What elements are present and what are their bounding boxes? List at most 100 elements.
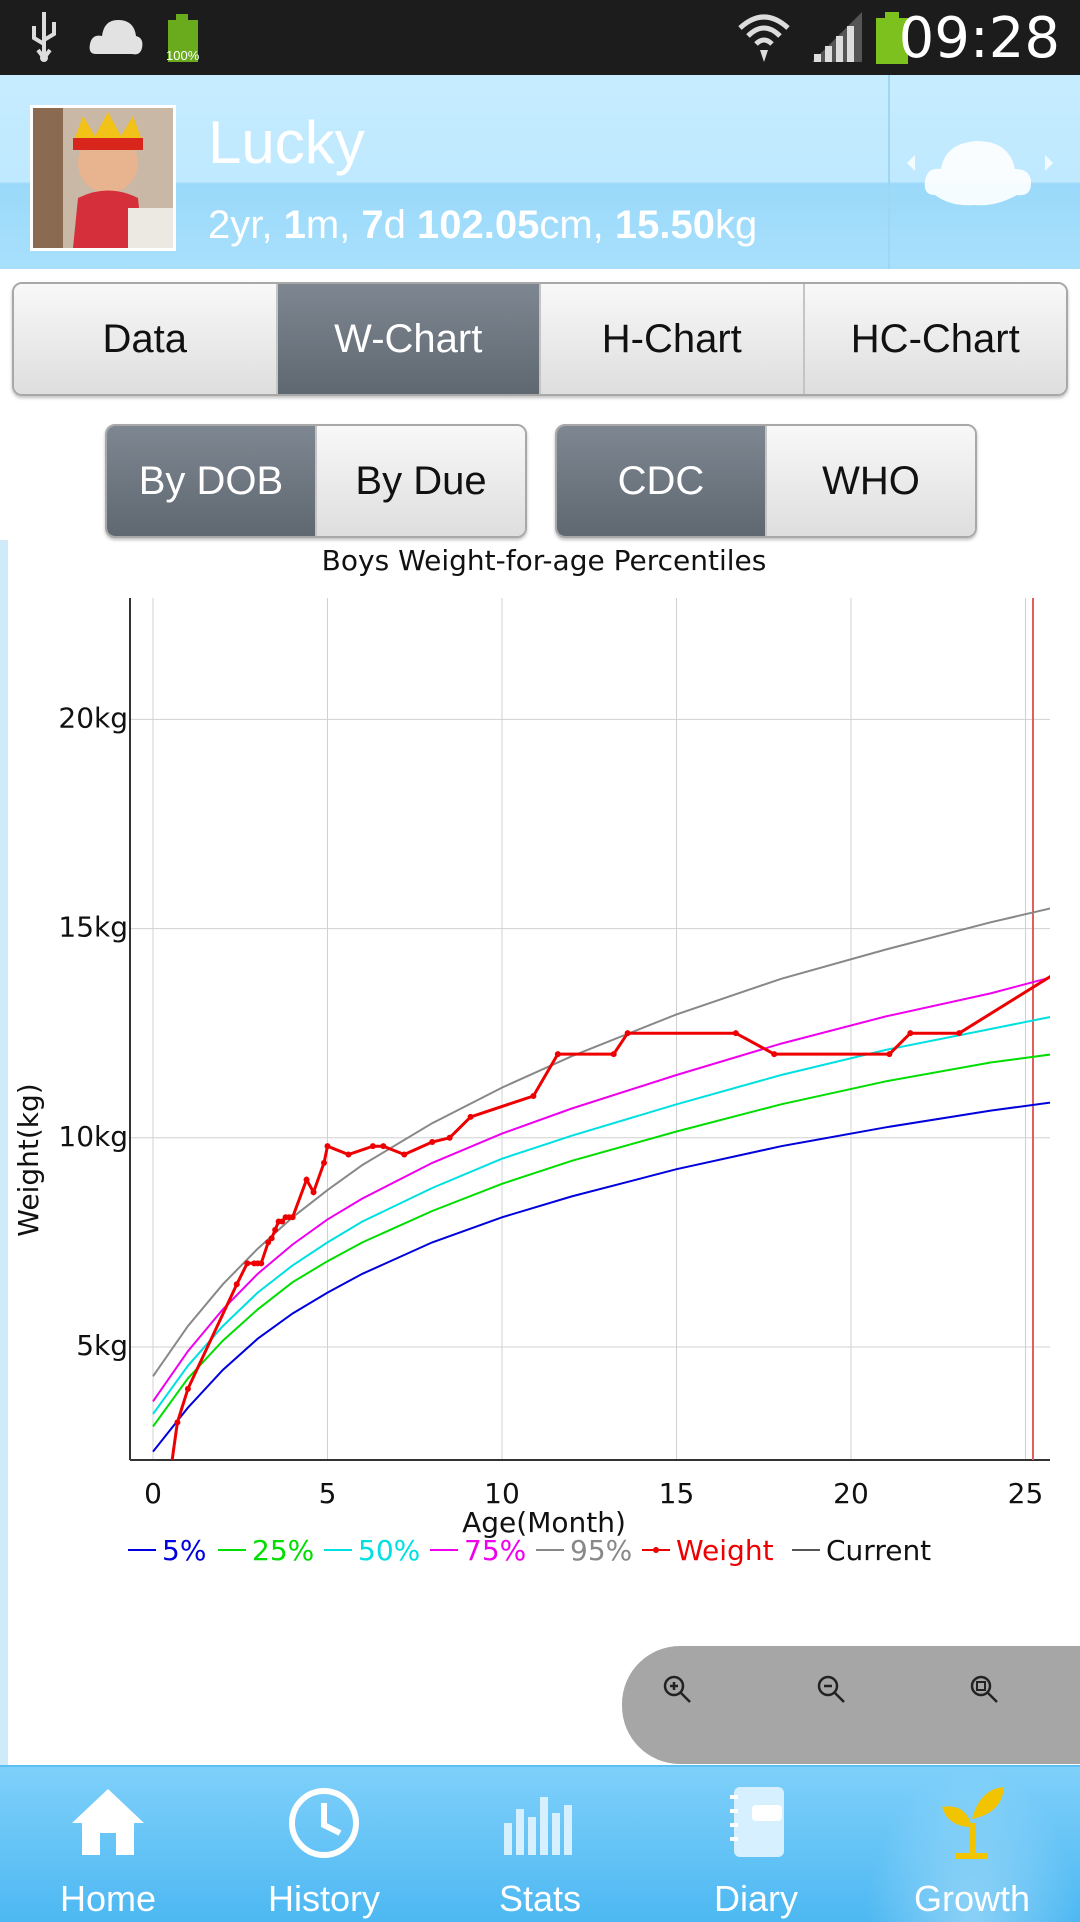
weight-point — [956, 1030, 963, 1037]
x-tick-label: 0 — [144, 1477, 162, 1510]
weight-point — [610, 1051, 617, 1058]
weight-point — [310, 1189, 317, 1196]
weight-point — [258, 1260, 265, 1267]
legend-label: 25% — [252, 1534, 314, 1567]
x-tick-label: 20 — [833, 1477, 869, 1510]
left-edge — [0, 540, 8, 1765]
svg-text:100%: 100% — [166, 48, 200, 63]
weight-point — [244, 1260, 251, 1267]
weight-point — [369, 1143, 376, 1150]
series-line — [152, 1016, 1050, 1415]
weight-point — [233, 1281, 240, 1288]
zoom-controls — [622, 1646, 1080, 1764]
signal-icon — [812, 12, 862, 62]
clock: 09:28 — [898, 6, 1060, 71]
weight-point — [554, 1051, 561, 1058]
cloud-notification-icon — [89, 20, 143, 55]
y-axis-label: Weight(kg) — [12, 1083, 45, 1236]
legend-item: Current — [792, 1534, 931, 1567]
weight-chart[interactable]: Boys Weight-for-age Percentiles 0 5 10 15 20… — [0, 540, 1080, 1760]
weight-point — [272, 1226, 279, 1233]
status-bar: 100% 09:28 — [0, 0, 1080, 75]
bars-icon — [504, 1797, 572, 1855]
chart-tabs: Data W-Chart H-Chart HC-Chart — [12, 282, 1068, 396]
series-line — [152, 1101, 1050, 1453]
standard-toggle: CDC WHO — [555, 424, 977, 538]
weight-point — [732, 1030, 739, 1037]
wifi-icon — [738, 14, 790, 62]
by-due-button[interactable]: By Due — [317, 426, 525, 536]
legend-item: 50% — [324, 1534, 420, 1567]
nav-growth[interactable]: Growth — [864, 1767, 1080, 1922]
zoom-in-icon[interactable] — [658, 1670, 698, 1710]
chart-title: Boys Weight-for-age Percentiles — [322, 544, 767, 577]
weight-point — [265, 1239, 272, 1246]
battery-icon — [876, 12, 908, 64]
profile-header: Lucky 2yr, 1m, 7d 102.05cm, 15.50kg — [0, 75, 1080, 269]
weight-point — [167, 1470, 173, 1476]
baby-switcher-icon[interactable] — [905, 115, 1055, 225]
header-divider — [888, 75, 890, 269]
weight-point — [1050, 972, 1056, 978]
weight-point — [303, 1176, 310, 1183]
weight-point — [467, 1113, 474, 1120]
weight-point — [771, 1051, 778, 1058]
y-tick-label: 20kg — [58, 701, 128, 734]
baby-avatar[interactable] — [30, 105, 176, 251]
y-tick-label: 5kg — [76, 1329, 128, 1362]
sprout-icon — [942, 1787, 1004, 1859]
y-tick-label: 10kg — [58, 1120, 128, 1153]
weight-point — [530, 1092, 537, 1099]
y-tick-label: 15kg — [58, 911, 128, 944]
legend-label: Weight — [676, 1534, 774, 1567]
nav-history[interactable]: History — [216, 1767, 432, 1922]
legend-item: 95% — [536, 1534, 632, 1567]
battery-small-icon: 100% — [166, 14, 200, 63]
weight-point — [624, 1030, 631, 1037]
legend-label: 75% — [464, 1534, 526, 1567]
clock-icon — [289, 1788, 359, 1858]
tab-h-chart[interactable]: H-Chart — [541, 284, 805, 394]
legend-item: 75% — [430, 1534, 526, 1567]
weight-point — [324, 1143, 331, 1150]
nav-stats[interactable]: Stats — [432, 1767, 648, 1922]
weight-point — [429, 1138, 436, 1145]
zoom-out-icon[interactable] — [812, 1670, 852, 1710]
legend-label: Current — [826, 1534, 931, 1567]
x-axis-label: Age(Month) — [462, 1506, 626, 1539]
series-line — [152, 976, 1050, 1402]
legend-label: 5% — [162, 1534, 206, 1567]
legend-marker — [653, 1547, 659, 1553]
usb-icon — [32, 12, 56, 62]
legend-item: 5% — [128, 1534, 206, 1567]
age-basis-toggle: By DOB By Due — [105, 424, 527, 538]
weight-point — [446, 1134, 453, 1141]
weight-point — [268, 1235, 275, 1242]
tab-data[interactable]: Data — [14, 284, 278, 394]
weight-point — [184, 1385, 191, 1392]
tab-hc-chart[interactable]: HC-Chart — [804, 284, 1066, 394]
by-dob-button[interactable]: By DOB — [107, 426, 317, 536]
nav-home[interactable]: Home — [0, 1767, 216, 1922]
cdc-button[interactable]: CDC — [557, 426, 767, 536]
series-line — [152, 1053, 1050, 1428]
nav-diary[interactable]: Diary — [648, 1767, 864, 1922]
legend-label: 95% — [570, 1534, 632, 1567]
weight-point — [321, 1159, 328, 1166]
bottom-nav: Home History Stats Diary Grow — [0, 1765, 1080, 1922]
x-tick-label: 10 — [484, 1477, 520, 1510]
weight-point — [174, 1419, 181, 1426]
legend-item: Weight — [642, 1534, 774, 1567]
weight-point — [345, 1151, 352, 1158]
tab-w-chart[interactable]: W-Chart — [277, 284, 541, 394]
who-button[interactable]: WHO — [767, 426, 975, 536]
weight-point — [401, 1151, 408, 1158]
zoom-reset-icon[interactable] — [965, 1670, 1005, 1710]
legend-item: 25% — [218, 1534, 314, 1567]
baby-name: Lucky — [208, 109, 365, 176]
x-tick-label: 25 — [1008, 1477, 1044, 1510]
x-tick-label: 5 — [319, 1477, 337, 1510]
legend-label: 50% — [358, 1534, 420, 1567]
notebook-icon — [730, 1787, 784, 1857]
home-icon — [72, 1789, 144, 1855]
